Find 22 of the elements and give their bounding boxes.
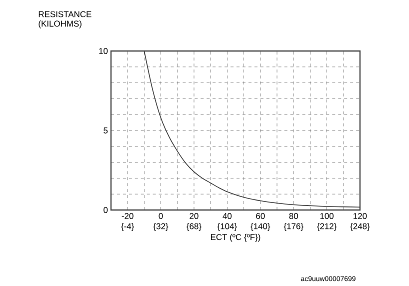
x2-tick-label: {248} — [350, 223, 370, 231]
line-series — [144, 50, 360, 208]
x-tick-label: 120 — [354, 213, 367, 220]
y-axis-title: RESISTANCE (KILOHMS) — [38, 11, 92, 28]
x2-tick-label: {68} — [186, 223, 202, 231]
x-tick-label: 80 — [289, 213, 298, 220]
x2-tick-label: {212} — [317, 223, 337, 231]
x-tick-label: -20 — [122, 213, 134, 220]
x-axis-title: ECT (ºC {ºF}) — [210, 234, 260, 242]
x-tick-label: 100 — [320, 213, 334, 220]
x2-tick-label: {-4} — [121, 223, 134, 231]
x2-tick-label: {104} — [217, 223, 237, 231]
x2-tick-label: {32} — [153, 223, 168, 231]
y-tick-label: 5 — [104, 128, 108, 134]
x-tick-label: 20 — [190, 213, 198, 220]
x2-tick-label: {140} — [250, 223, 270, 231]
x-tick-label: 0 — [158, 213, 163, 220]
x2-tick-label: {176} — [284, 223, 304, 231]
y-tick-label: 0 — [104, 207, 108, 213]
x-tick-label: 60 — [256, 213, 265, 220]
x-tick-label: 40 — [222, 213, 232, 220]
y-tick-label: 10 — [99, 48, 108, 54]
